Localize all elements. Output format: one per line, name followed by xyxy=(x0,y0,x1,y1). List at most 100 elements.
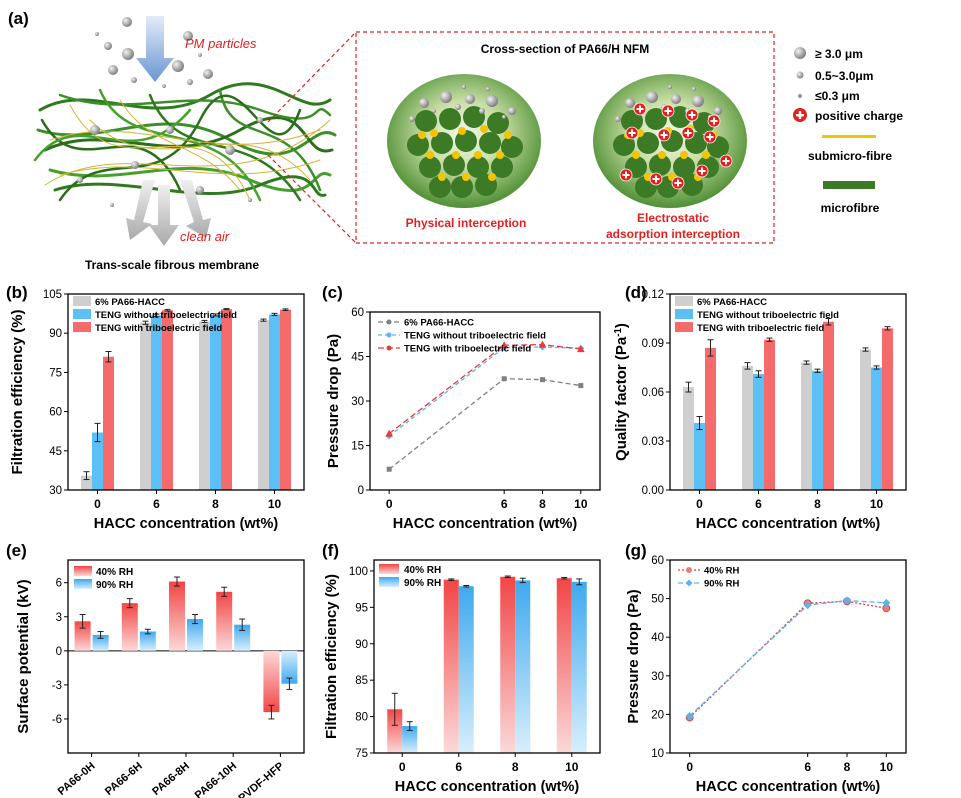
membrane-caption: Trans-scale fibrous membrane xyxy=(85,258,259,272)
bar-1-1 xyxy=(151,315,162,490)
point-2-3 xyxy=(577,345,585,353)
y-tick-label: 30 xyxy=(49,485,62,497)
y-axis-label: Pressure drop (Pa) xyxy=(625,589,642,723)
y-tick-label: 95 xyxy=(355,602,368,614)
x-axis-label: HACC concentration (wt%) xyxy=(696,779,881,795)
legend-entry-0: 40% RH xyxy=(704,566,740,577)
legend-marker-0 xyxy=(386,319,392,325)
point-1-0 xyxy=(685,711,694,720)
panel-f: (f) 0 6 8 10 75 80 85 90 95 100 40% RH 90% RH Filtrat… xyxy=(322,541,601,795)
bar-1-0 xyxy=(694,423,705,490)
point-2-1 xyxy=(500,341,508,349)
bar-0-1 xyxy=(742,365,753,490)
x-tick-label: 10 xyxy=(574,497,588,511)
point-0-0 xyxy=(386,466,392,472)
legend-swatch-0 xyxy=(379,564,399,574)
legend-small: ≤0.3 μm xyxy=(815,89,860,103)
legend-swatch-1 xyxy=(73,309,91,319)
panel-g-label: (g) xyxy=(625,541,647,560)
x-tick-label: PA66-10H xyxy=(193,760,239,798)
clean-air-label: clean air xyxy=(180,229,230,244)
bar-1-3 xyxy=(234,624,251,651)
bar-0-3 xyxy=(216,591,233,651)
plot-frame xyxy=(67,293,305,491)
y-tick-label: 0.09 xyxy=(642,338,664,350)
x-tick-label: PVDF-HFP xyxy=(236,760,286,798)
legend-submicro: submicro-fibre xyxy=(808,149,892,163)
fibrous-membrane-illustration xyxy=(33,16,337,246)
y-tick-label: 10 xyxy=(651,748,664,760)
physical-interception-oval xyxy=(387,74,541,208)
x-tick-label: 6 xyxy=(755,497,762,511)
point-1-3 xyxy=(882,598,891,607)
physical-interception-label: Physical interception xyxy=(406,216,527,230)
legend-entry-0: 6% PA66-HACC xyxy=(697,297,767,308)
series-line-2 xyxy=(388,343,581,435)
bar-0-0 xyxy=(683,387,694,490)
bar-0-3 xyxy=(860,349,871,490)
particle-legend: ≥ 3.0 μm 0.5~3.0μm ≤0.3 μm positive char… xyxy=(793,47,903,215)
legend-entry-0: 6% PA66-HACC xyxy=(404,318,474,329)
panel-f-label: (f) xyxy=(322,541,339,560)
x-tick-label: PA66-8H xyxy=(150,760,192,798)
x-tick-label: 0 xyxy=(94,497,101,511)
legend-swatch-0 xyxy=(74,566,92,576)
legend-charge: positive charge xyxy=(815,109,903,123)
small-particle-icon xyxy=(798,94,802,98)
point-0-2 xyxy=(540,377,545,383)
microfibre-icon xyxy=(823,181,875,189)
plot-frame xyxy=(67,559,305,754)
x-tick-label: 0 xyxy=(399,760,406,774)
y-tick-label: 45 xyxy=(351,352,364,364)
x-tick-label: 10 xyxy=(268,497,282,511)
bar-0-2 xyxy=(169,581,185,651)
legend-micro: microfibre xyxy=(821,201,880,215)
legend-medium: 0.5~3.0μm xyxy=(815,69,873,83)
bar-2-3 xyxy=(280,309,291,490)
x-tick-label: 8 xyxy=(212,497,219,511)
legend-entry-1: 90% RH xyxy=(704,579,740,590)
x-tick-label: 8 xyxy=(512,760,519,774)
plot-frame xyxy=(369,311,601,491)
x-tick-label: 0 xyxy=(386,497,393,511)
bar-1-3 xyxy=(571,581,587,753)
zoom-line-bottom xyxy=(267,154,357,244)
bar-1-0 xyxy=(92,432,103,490)
zoom-line-top xyxy=(267,31,357,123)
legend-marker-2 xyxy=(386,345,392,351)
bar-0-1 xyxy=(443,579,459,753)
y-tick-label: 0.06 xyxy=(642,387,664,399)
bar-1-1 xyxy=(139,631,156,651)
x-tick-label: 10 xyxy=(870,497,884,511)
panel-a-label: (a) xyxy=(8,9,29,28)
x-tick-label: 8 xyxy=(539,497,546,511)
point-2-2 xyxy=(538,340,547,348)
legend-swatch-2 xyxy=(73,322,91,332)
panel-e: (e) PA66-0H PA66-6H PA66-8H PA66-10HPVDF-HFP… xyxy=(6,541,305,798)
x-tick-label: 10 xyxy=(880,760,894,774)
bar-0-2 xyxy=(199,321,210,490)
x-tick-label: 0 xyxy=(686,760,693,774)
y-tick-label: -3 xyxy=(52,680,62,692)
panel-d: (d) 0 6 8 10 0.00 0.03 0.06 0.09 0.12 6% PA66-HACC… xyxy=(613,283,907,532)
legend-marker-0 xyxy=(686,567,692,573)
legend-entry-2: TENG with triboelectric field xyxy=(95,323,222,334)
bar-0-1 xyxy=(140,322,151,490)
y-tick-label: 0 xyxy=(56,646,62,658)
x-tick-label: 10 xyxy=(565,760,579,774)
y-tick-label: 0.03 xyxy=(642,436,664,448)
point-0-1 xyxy=(501,376,507,382)
legend-entry-0: 6% PA66-HACC xyxy=(95,297,165,308)
series-line-1 xyxy=(689,599,887,717)
y-tick-label: 60 xyxy=(351,307,364,319)
legend-swatch-2 xyxy=(675,322,693,332)
plot-frame xyxy=(373,559,601,754)
y-tick-label: -6 xyxy=(52,714,62,726)
y-tick-label: 45 xyxy=(49,446,62,458)
legend-entry-1: 90% RH xyxy=(96,580,133,591)
y-tick-label: 0 xyxy=(358,485,364,497)
legend-marker-1 xyxy=(685,579,693,587)
y-tick-label: 60 xyxy=(651,555,664,567)
legend-swatch-0 xyxy=(73,296,91,306)
